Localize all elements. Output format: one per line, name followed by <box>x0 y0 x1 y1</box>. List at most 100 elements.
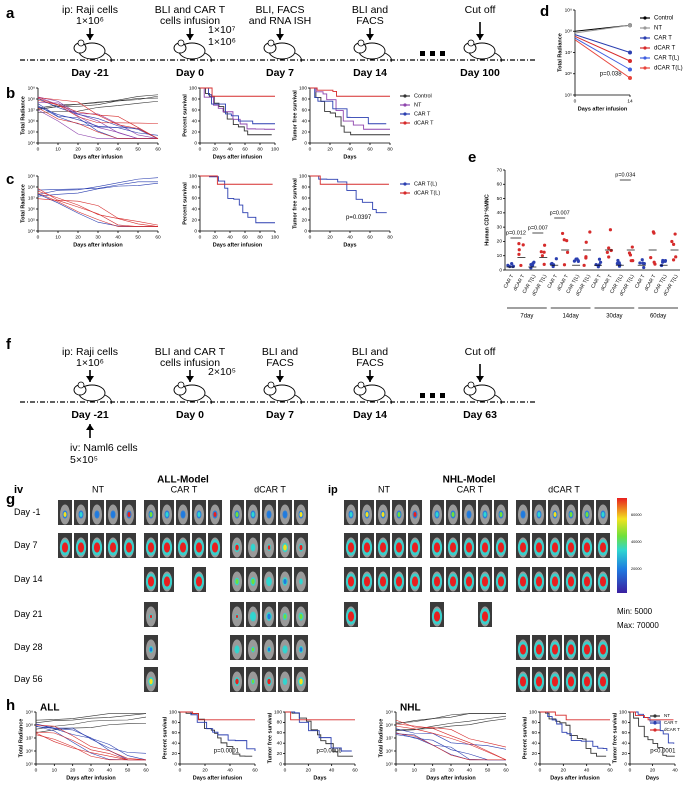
dot <box>628 253 633 257</box>
signal <box>365 512 369 517</box>
y-tick-label: 40 <box>172 740 178 746</box>
y-tick-label: 10⁴ <box>28 140 35 146</box>
event-text: BLI and <box>352 346 388 358</box>
mouse-icon <box>177 39 185 47</box>
signal <box>63 512 67 517</box>
x-tick-label: 0 <box>37 234 40 240</box>
signal <box>567 576 575 587</box>
y-tick-label: 40 <box>302 118 308 124</box>
x-axis-label: Days <box>343 242 356 248</box>
dot <box>649 256 653 260</box>
dot <box>671 242 676 246</box>
y-tick-label: 10⁶ <box>386 748 393 754</box>
y-tick-label: 0 <box>534 761 537 767</box>
signal <box>481 576 489 587</box>
scale-min: Min: 5000 <box>617 607 653 616</box>
y-tick-label: 100 <box>189 85 197 91</box>
mouse-icon <box>357 381 365 389</box>
trace <box>630 711 674 721</box>
x-tick-label: 80 <box>257 234 263 240</box>
signal <box>149 678 153 685</box>
y-tick-label: 10⁶ <box>26 748 33 754</box>
dot <box>554 257 558 261</box>
trace <box>574 39 631 79</box>
legend-swatch <box>643 46 647 50</box>
panel-letter: c <box>6 171 14 188</box>
dot <box>540 254 545 258</box>
trace <box>395 718 507 731</box>
y-tick-label: 10⁸ <box>26 722 33 728</box>
dot <box>517 248 521 252</box>
mouse-icon <box>204 394 212 405</box>
trace <box>540 711 610 721</box>
trace <box>35 724 147 761</box>
y-tick-label: 10⁸ <box>28 184 35 190</box>
day-label: Day 0 <box>176 409 204 421</box>
legend-label: CAR T(L) <box>414 181 437 187</box>
x-tick-label: 10 <box>412 767 418 773</box>
mouse-icon <box>104 394 112 405</box>
x-tick-label: 40 <box>347 234 353 240</box>
day-label: Day 100 <box>460 67 500 79</box>
legend-label: dCAR T <box>414 120 434 126</box>
signal <box>163 576 171 587</box>
y-tick-label: 80 <box>532 720 538 726</box>
signal <box>519 576 527 587</box>
axis <box>574 10 630 96</box>
x-tick-label: 80 <box>387 146 393 152</box>
p-value: p=0.0006 <box>317 749 343 755</box>
signal <box>267 613 271 620</box>
signal <box>553 512 557 517</box>
scale-max: Max: 70000 <box>617 621 659 630</box>
y-tick-label: 0 <box>194 228 197 234</box>
signal <box>567 676 575 687</box>
trace <box>35 713 146 721</box>
y-axis-label: Total Radiance <box>378 719 384 758</box>
model-title: NHL-Model <box>443 475 496 486</box>
marker <box>628 23 632 28</box>
y-axis-label: Percent survival <box>522 716 528 759</box>
trace <box>395 719 507 748</box>
dot <box>582 263 586 267</box>
y-tick-label: 10⁹ <box>26 709 33 715</box>
arrow-head <box>276 34 284 40</box>
group-label: 14day <box>562 314 578 320</box>
x-axis-label: Days after infusion <box>193 775 243 781</box>
y-tick-label: 10⁸ <box>386 722 393 728</box>
mouse-icon <box>467 39 475 47</box>
day-label: Day 7 <box>266 409 294 421</box>
trace <box>395 725 507 761</box>
x-tick-label: 20 <box>212 234 218 240</box>
group-label: CAR T <box>171 484 198 494</box>
signal <box>519 676 527 687</box>
x-tick-label: 60 <box>155 234 161 240</box>
signal <box>149 647 153 652</box>
dot <box>511 264 515 269</box>
y-tick-label: 10⁸ <box>565 29 572 35</box>
y-tick-label: 10⁶ <box>28 118 35 124</box>
signal <box>535 542 543 553</box>
trace <box>310 87 390 130</box>
signal <box>363 576 371 587</box>
x-tick-label: 0 <box>199 234 202 240</box>
signal <box>267 545 271 550</box>
group-label: 60day <box>650 314 666 320</box>
trace <box>200 87 275 130</box>
signal <box>395 542 403 553</box>
trace <box>310 87 387 125</box>
legend-swatch <box>643 26 647 30</box>
signal <box>433 611 441 622</box>
legend-label: NT <box>414 102 422 108</box>
trace <box>395 733 506 761</box>
signal <box>465 576 473 587</box>
signal <box>299 647 303 652</box>
group-label: dCAR T <box>548 484 580 494</box>
signal <box>379 576 387 587</box>
colorbar-label: 40000 <box>631 540 642 544</box>
y-tick-label: 40 <box>277 740 283 746</box>
x-tick-label: 50 <box>135 146 141 152</box>
mouse-icon <box>384 394 392 405</box>
y-tick-label: 100 <box>274 709 282 715</box>
signal <box>147 576 155 587</box>
trace <box>310 87 390 97</box>
